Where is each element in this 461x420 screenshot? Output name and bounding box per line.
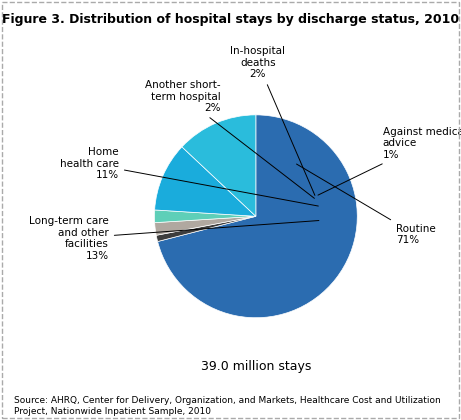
Wedge shape	[156, 216, 256, 242]
Wedge shape	[154, 147, 256, 216]
Wedge shape	[154, 216, 256, 235]
Text: 39.0 million stays: 39.0 million stays	[201, 360, 311, 373]
Wedge shape	[182, 115, 256, 216]
Text: Source: AHRQ, Center for Delivery, Organization, and Markets, Healthcare Cost an: Source: AHRQ, Center for Delivery, Organ…	[14, 396, 441, 416]
Wedge shape	[158, 115, 357, 318]
Wedge shape	[154, 210, 256, 223]
Text: Figure 3. Distribution of hospital stays by discharge status, 2010: Figure 3. Distribution of hospital stays…	[2, 13, 459, 26]
Text: Home
health care
11%: Home health care 11%	[60, 147, 319, 206]
Text: Routine
71%: Routine 71%	[296, 164, 436, 245]
Text: Another short-
term hospital
2%: Another short- term hospital 2%	[145, 80, 314, 198]
Text: In-hospital
deaths
2%: In-hospital deaths 2%	[230, 46, 315, 195]
Text: Against medical
advice
1%: Against medical advice 1%	[318, 127, 461, 195]
Text: Long-term care
and other
facilities
13%: Long-term care and other facilities 13%	[29, 216, 319, 261]
